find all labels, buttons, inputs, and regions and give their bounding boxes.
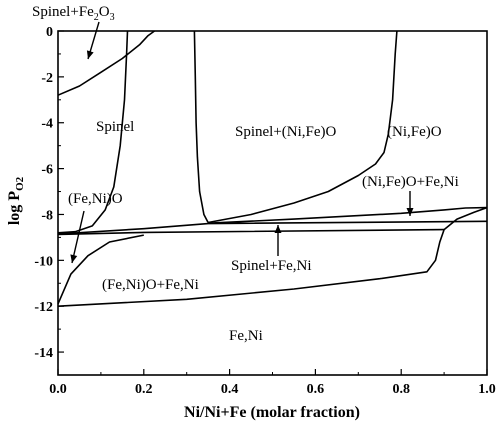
fe-ni-o-boundary — [57, 234, 144, 305]
three-phase-bottom-line — [57, 228, 445, 236]
phase-boundaries — [57, 30, 488, 307]
region-label-spinel-fe2o3-main: Spinel+Fe — [32, 4, 94, 20]
region-label-spinel-fe2o3-sub1: 2 — [94, 12, 99, 23]
arrow-spinel-fe-ni-head — [274, 225, 282, 233]
region-label-ni-fe-o-fe-ni: (Ni,Fe)O+Fe,Ni — [362, 174, 459, 190]
spinel-left-boundary — [57, 30, 129, 234]
region-label-spinel-fe2o3-mid: O — [99, 4, 110, 20]
region-label-fe-ni-o: (Fe,Ni)O — [68, 191, 123, 207]
spinel-right-boundary — [193, 30, 209, 223]
axis-ticks — [57, 30, 488, 375]
region-label-spinel-fe-ni: Spinel+Fe,Ni — [231, 258, 312, 274]
x-tick-label: 1.0 — [478, 382, 496, 397]
arrow-ni-fe-o-fe-ni-head — [406, 208, 414, 216]
y-tick-label: -10 — [34, 254, 53, 269]
label-arrows — [70, 21, 414, 264]
y-tick-label: -12 — [34, 300, 53, 315]
region-label-fe-ni-o-fe-ni: (Fe,Ni)O+Fe,Ni — [102, 277, 199, 293]
region-label-ni-fe-o: (Ni,Fe)O — [387, 124, 442, 140]
y-axis-label: log PO2 — [6, 176, 26, 225]
y-tick-label: -8 — [41, 208, 53, 223]
three-phase-top-line — [57, 220, 488, 235]
x-tick-label: 0.0 — [49, 382, 67, 397]
region-label-spinel-fe2o3: Spinel+Fe2O3 — [32, 4, 115, 23]
y-tick-labels: 0 -2 -4 -6 -8 -10 -12 -14 — [34, 25, 53, 361]
x-tick-label: 0.2 — [135, 382, 153, 397]
x-tick-label: 0.4 — [221, 382, 239, 397]
y-tick-label: -6 — [41, 163, 53, 178]
y-tick-label: 0 — [46, 25, 53, 40]
region-label-fe-ni: Fe,Ni — [229, 328, 263, 344]
x-tick-labels: 0.0 0.2 0.4 0.6 0.8 1.0 — [49, 382, 496, 397]
arrow-fe-ni-o-head — [70, 254, 78, 263]
x-tick-label: 0.8 — [392, 382, 410, 397]
x-axis-label: Ni/Ni+Fe (molar fraction) — [184, 404, 360, 421]
fe-ni-boundary — [57, 206, 488, 307]
spinel-fe2o3-boundary — [57, 30, 155, 96]
region-label-spinel-nife-o: Spinel+(Ni,Fe)O — [235, 124, 337, 140]
y-tick-label: -2 — [41, 71, 53, 86]
region-label-spinel: Spinel — [96, 119, 134, 135]
region-label-spinel-fe2o3-sub2: 3 — [110, 12, 115, 23]
y-tick-label: -4 — [41, 117, 53, 132]
y-tick-label: -14 — [34, 346, 53, 361]
y-axis-label-main: log P — [6, 191, 23, 225]
nife-o-boundary — [207, 30, 398, 224]
arrow-spinel-fe2o3-head — [86, 50, 94, 59]
arrow-fe-ni-o-shaft — [71, 210, 85, 264]
ni-fe-o-fe-ni-boundary — [208, 206, 488, 224]
x-tick-label: 0.6 — [307, 382, 325, 397]
y-axis-label-subscript: O2 — [14, 176, 26, 191]
